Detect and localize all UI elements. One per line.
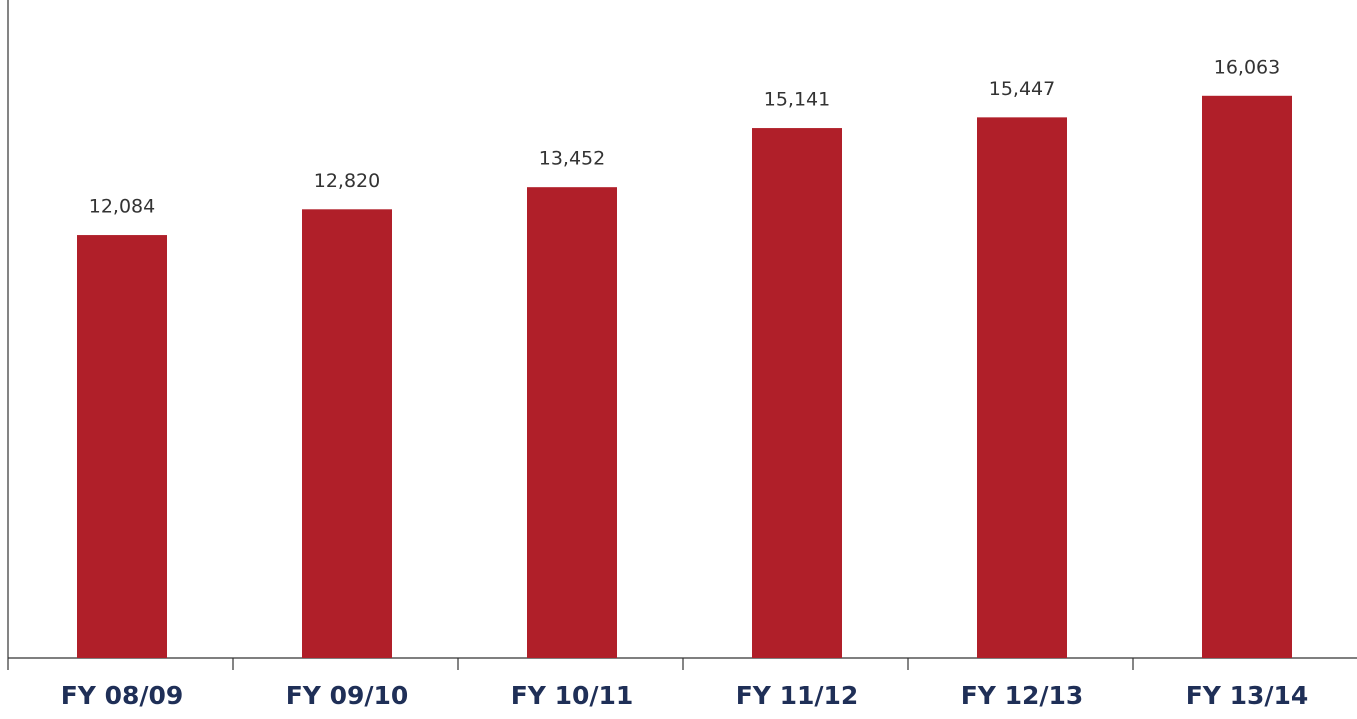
x-tick-label: FY 13/14 (1186, 681, 1309, 710)
x-tick-label: FY 10/11 (511, 681, 634, 710)
x-tick-label: FY 09/10 (286, 681, 409, 710)
bar (752, 128, 842, 658)
x-tick-label: FY 08/09 (61, 681, 184, 710)
x-tick-label: FY 11/12 (736, 681, 859, 710)
value-label: 15,447 (989, 78, 1055, 100)
x-tick-label: FY 12/13 (961, 681, 1084, 710)
value-label: 13,452 (539, 148, 605, 170)
bar (977, 117, 1067, 659)
value-label: 16,063 (1214, 56, 1280, 78)
value-label: 15,141 (764, 89, 830, 111)
bar (302, 209, 392, 659)
bar (77, 235, 167, 658)
bar (527, 187, 617, 658)
value-label: 12,084 (89, 196, 155, 218)
value-label: 12,820 (314, 170, 380, 192)
bar (1202, 95, 1292, 659)
